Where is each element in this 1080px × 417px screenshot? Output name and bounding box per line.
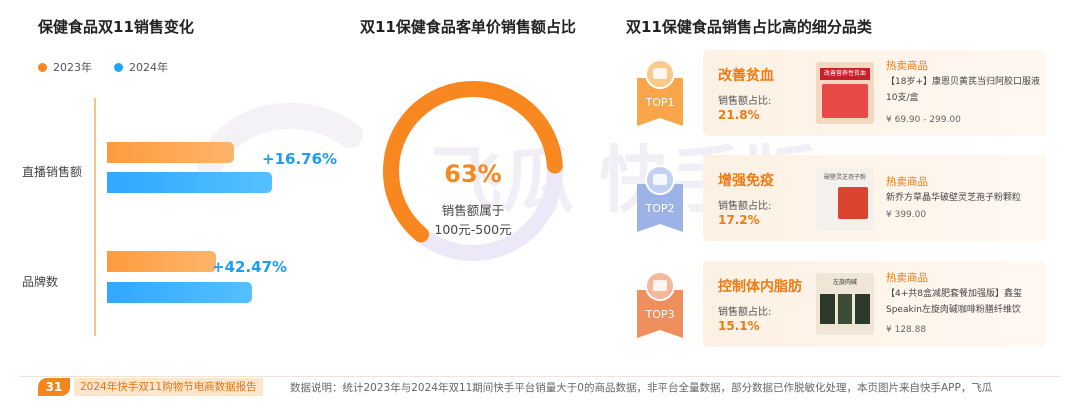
bar-live-sales-2023 bbox=[107, 142, 234, 163]
category-name-2: 增强免疫 bbox=[718, 173, 774, 189]
share-label-3: 销售额占比: bbox=[718, 307, 772, 318]
legend-item-2024: 2024年 bbox=[114, 59, 168, 75]
footer-note: 数据说明：统计2023年与2024年双11期间快手平台销量大于0的商品数据，非平… bbox=[290, 382, 993, 394]
thumb-banner-2: 破壁灵芝孢子粉 bbox=[823, 174, 866, 181]
hot-label-2: 热卖商品 bbox=[886, 176, 928, 188]
share-label-1: 销售额占比: bbox=[718, 96, 772, 107]
price-2: ¥ 399.00 bbox=[886, 210, 927, 220]
hot-label-1: 热卖商品 bbox=[886, 60, 928, 72]
price-1: ¥ 69.90 - 299.00 bbox=[886, 115, 961, 125]
thumb-banner-1: 改善营养性贫血 bbox=[820, 68, 870, 80]
legend-label-2023: 2023年 bbox=[53, 61, 92, 74]
hot-label-3: 热卖商品 bbox=[886, 272, 928, 284]
category-name-3: 控制体内脂肪 bbox=[718, 279, 802, 295]
bar-brand-count-2024 bbox=[107, 282, 252, 303]
product-name-2: 新乔方草晶华破壁灵芝孢子粉颗粒 bbox=[886, 193, 1022, 203]
bar-live-sales-2024 bbox=[107, 172, 272, 193]
price-3: ¥ 128.88 bbox=[886, 325, 927, 335]
top3-badge-icon bbox=[637, 271, 683, 338]
thumb-boxes-3 bbox=[820, 294, 871, 324]
category-card-2 bbox=[703, 155, 1046, 241]
right-panel-title: 双11保健食品销售占比高的细分品类 bbox=[626, 18, 872, 36]
growth-brand-count: +42.47% bbox=[212, 258, 288, 276]
legend-dot-2024 bbox=[114, 62, 123, 72]
bar-brand-count-2023 bbox=[107, 251, 216, 272]
top2-badge-icon bbox=[637, 165, 683, 232]
category-label-live-sales: 直播销售额 bbox=[22, 165, 83, 179]
thumb-banner-3: 左旋肉碱 bbox=[832, 279, 857, 286]
legend-dot-2023 bbox=[38, 62, 47, 72]
product-name-1: 【18岁+】康恩贝黄芪当归阿胶口服液10支/盒 bbox=[886, 77, 1040, 103]
thumb-box-1 bbox=[822, 84, 868, 118]
product-thumbnail-3: 左旋肉碱 bbox=[816, 273, 874, 335]
chart-axis-line bbox=[94, 98, 96, 336]
chart-legend: 2023年 2024年 bbox=[38, 59, 168, 75]
category-card-3 bbox=[703, 261, 1046, 347]
legend-label-2024: 2024年 bbox=[129, 61, 168, 74]
middle-chart-title: 双11保健食品客单价销售额占比 bbox=[360, 18, 576, 36]
category-name-1: 改善贫血 bbox=[718, 68, 774, 84]
top1-badge-icon bbox=[637, 59, 683, 126]
product-thumbnail-1: 改善营养性贫血 bbox=[816, 62, 874, 124]
rank-label-3: TOP3 bbox=[645, 308, 675, 321]
left-chart-title: 保健食品双11销售变化 bbox=[38, 18, 194, 36]
share-value-1: 21.8% bbox=[718, 108, 760, 122]
donut-center-line1: 销售额属于 bbox=[441, 203, 505, 218]
donut-center-line2: 100元-500元 bbox=[434, 222, 512, 237]
donut-chart bbox=[383, 81, 563, 261]
rank-label-2: TOP2 bbox=[645, 202, 675, 215]
category-label-brand-count: 品牌数 bbox=[22, 275, 59, 289]
thumb-box-2 bbox=[838, 187, 868, 219]
share-value-3: 15.1% bbox=[718, 319, 760, 333]
rank-label-1: TOP1 bbox=[645, 96, 675, 109]
donut-center-percent: 63% bbox=[444, 160, 502, 188]
footer-divider bbox=[20, 376, 1060, 377]
page-number: 31 bbox=[38, 378, 70, 396]
category-card-1 bbox=[703, 50, 1046, 136]
product-name-3: 【4+共8盒减肥套餐加强版】鑫玺Speakin左旋肉碱咖啡粉膳纤维饮 bbox=[886, 289, 1022, 315]
legend-item-2023: 2023年 bbox=[38, 59, 92, 75]
product-thumbnail-2: 破壁灵芝孢子粉 bbox=[816, 168, 874, 230]
report-name: 2024年快手双11购物节电商数据报告 bbox=[74, 378, 263, 396]
growth-live-sales: +16.76% bbox=[262, 150, 338, 168]
share-value-2: 17.2% bbox=[718, 213, 760, 227]
share-label-2: 销售额占比: bbox=[718, 201, 772, 212]
donut-slice-100-500 bbox=[383, 81, 563, 243]
